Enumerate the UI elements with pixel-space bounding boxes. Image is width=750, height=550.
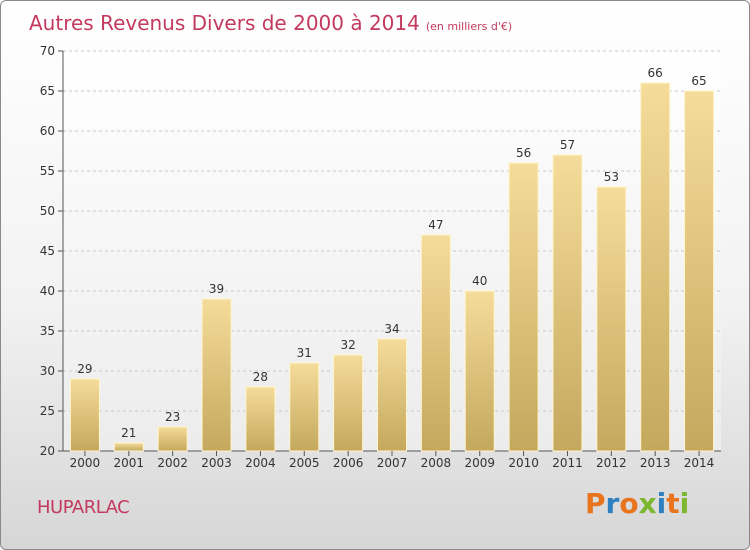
data-label: 21: [121, 426, 136, 440]
x-tick-label: 2003: [201, 456, 232, 470]
bar: [508, 162, 539, 452]
y-tick-label: 35: [40, 324, 55, 338]
data-label: 39: [209, 282, 224, 296]
bar: [684, 90, 715, 452]
bar: [201, 298, 232, 452]
x-tick-label: 2008: [421, 456, 452, 470]
data-label: 66: [648, 66, 663, 80]
x-tick-label: 2014: [684, 456, 715, 470]
bar: [420, 234, 451, 452]
data-label: 47: [428, 218, 443, 232]
x-tick-label: 2009: [464, 456, 495, 470]
data-label: 28: [253, 370, 268, 384]
x-tick-label: 2010: [508, 456, 539, 470]
x-tick-label: 2002: [157, 456, 188, 470]
brand-logo: Proxiti: [585, 487, 689, 520]
bar: [464, 290, 495, 452]
x-tick-label: 2006: [333, 456, 364, 470]
bar: [596, 186, 627, 452]
brand-letter: P: [585, 487, 606, 520]
bar: [333, 354, 364, 452]
brand-letter: o: [619, 487, 639, 520]
data-label: 34: [384, 322, 399, 336]
bar: [69, 378, 100, 452]
x-tick-label: 2001: [114, 456, 145, 470]
y-tick-label: 45: [40, 244, 55, 258]
data-label: 23: [165, 410, 180, 424]
bar: [113, 442, 144, 452]
commune-name: HUPARLAC: [37, 497, 130, 518]
data-label: 56: [516, 146, 531, 160]
brand-letter: i: [679, 487, 690, 520]
brand-letter: i: [656, 487, 667, 520]
brand-letter: x: [638, 487, 657, 520]
data-label: 31: [297, 346, 312, 360]
data-label: 32: [340, 338, 355, 352]
brand-letter: r: [605, 487, 620, 520]
x-tick-label: 2007: [377, 456, 408, 470]
chart-subtitle: (en milliers d'€): [425, 20, 513, 33]
x-tick-label: 2011: [552, 456, 583, 470]
y-tick-label: 20: [40, 444, 55, 458]
y-tick-label: 30: [40, 364, 55, 378]
y-tick-label: 50: [40, 204, 55, 218]
data-label: 57: [560, 138, 575, 152]
y-tick-label: 40: [40, 284, 55, 298]
chart-title: Autres Revenus Divers de 2000 à 2014 (en …: [29, 11, 512, 35]
data-label: 40: [472, 274, 487, 288]
bar: [157, 426, 188, 452]
bar: [377, 338, 407, 452]
chart-title-text: Autres Revenus Divers de 2000 à 2014: [29, 11, 420, 35]
data-label: 65: [691, 74, 706, 88]
x-tick-label: 2000: [70, 456, 101, 470]
x-tick-label: 2005: [289, 456, 320, 470]
y-tick-label: 55: [40, 164, 55, 178]
bar: [245, 386, 276, 452]
x-tick-label: 2013: [640, 456, 671, 470]
bar: [640, 82, 671, 452]
y-tick-label: 25: [40, 404, 55, 418]
x-tick-label: 2004: [245, 456, 276, 470]
x-tick-label: 2012: [596, 456, 627, 470]
y-tick-label: 60: [40, 124, 55, 138]
bar: [289, 362, 320, 452]
data-label: 53: [604, 170, 619, 184]
brand-letter: t: [666, 487, 680, 520]
y-tick-label: 65: [40, 84, 55, 98]
data-label: 29: [77, 362, 92, 376]
y-tick-label: 70: [40, 44, 55, 58]
bar: [552, 154, 583, 452]
